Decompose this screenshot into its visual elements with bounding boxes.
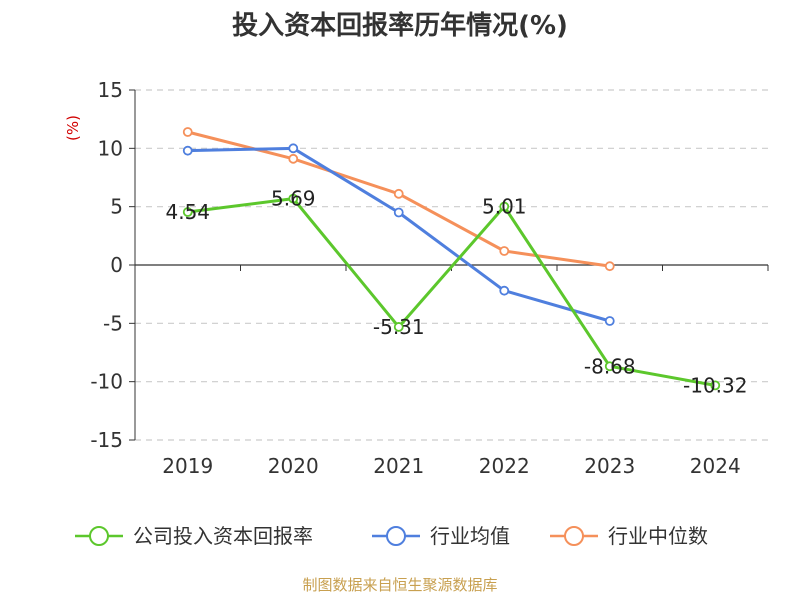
series-line-0 xyxy=(187,197,716,387)
y-tick-label: -5 xyxy=(103,311,123,335)
data-label: -8.68 xyxy=(584,354,636,378)
y-tick-label: -15 xyxy=(90,428,123,452)
series-line-1 xyxy=(187,146,611,323)
data-label-layer: 4.54 5.69 -5.31 5.01 -8.68 -10.32 xyxy=(165,187,747,398)
data-point xyxy=(182,127,193,137)
data-point xyxy=(604,361,615,372)
x-tick-label: 2023 xyxy=(584,454,635,478)
data-point xyxy=(288,143,299,154)
data-point xyxy=(393,188,404,199)
data-label: 4.54 xyxy=(165,200,210,224)
legend-label: 公司投入资本回报率 xyxy=(133,524,313,548)
x-tick-label: 2022 xyxy=(479,454,530,478)
x-tick-label: 2021 xyxy=(373,454,424,478)
data-point xyxy=(288,193,299,204)
y-tick-label: 15 xyxy=(98,78,123,102)
source-note: 制图数据来自恒生聚源数据库 xyxy=(302,576,497,594)
series-line-2 xyxy=(187,130,610,268)
data-label: 5.69 xyxy=(271,187,316,211)
data-point xyxy=(182,145,193,156)
data-label: -5.31 xyxy=(373,315,425,339)
legend: 公司投入资本回报率 行业均值 行业中位数 xyxy=(75,524,708,548)
data-label: -10.32 xyxy=(683,373,747,397)
legend-label: 行业均值 xyxy=(430,524,510,548)
data-point xyxy=(288,153,299,164)
data-point xyxy=(499,246,510,256)
x-tick-label: 2024 xyxy=(690,454,741,478)
data-point xyxy=(393,207,404,218)
axis-layer: 15 10 5 0 -5 -10 -15 2019 2020 2021 2022 2023 2024 xyxy=(90,78,769,478)
y-tick-label: 5 xyxy=(110,195,123,219)
data-point xyxy=(710,380,721,391)
y-tick-label: -10 xyxy=(90,370,123,394)
data-label: 5.01 xyxy=(482,195,527,219)
legend-swatch-marker xyxy=(564,526,584,546)
data-point xyxy=(499,201,510,212)
series-layer xyxy=(182,127,721,391)
x-tick-label: 2020 xyxy=(268,454,319,478)
legend-swatch-marker xyxy=(386,526,406,546)
y-tick-label: 10 xyxy=(98,136,123,160)
x-tick-label: 2019 xyxy=(162,454,213,478)
legend-label: 行业中位数 xyxy=(608,524,708,548)
y-axis-unit: (%) xyxy=(64,115,82,141)
legend-swatch-marker xyxy=(89,526,109,546)
data-point xyxy=(182,207,193,217)
data-point xyxy=(604,261,615,272)
data-point xyxy=(393,322,404,332)
data-point xyxy=(499,285,510,296)
data-point xyxy=(604,316,615,326)
y-tick-label: 0 xyxy=(110,253,123,277)
chart-title: 投入资本回报率历年情况(%) xyxy=(232,10,568,41)
